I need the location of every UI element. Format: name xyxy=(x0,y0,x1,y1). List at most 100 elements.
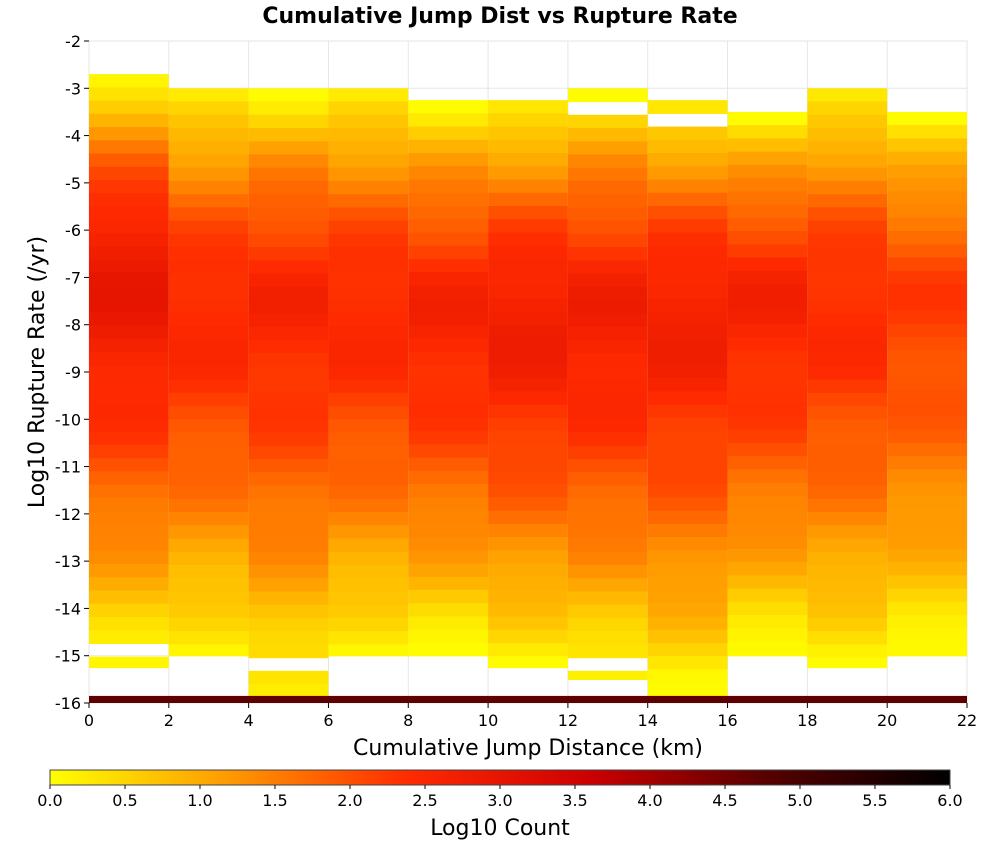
heatmap-cell xyxy=(89,193,169,208)
heatmap-cell xyxy=(807,88,888,103)
heatmap-cell xyxy=(727,125,808,140)
heatmap-cell xyxy=(488,510,568,525)
heatmap-cell xyxy=(807,339,888,354)
heatmap-cell xyxy=(89,140,169,155)
heatmap-cell xyxy=(807,207,888,222)
heatmap-cell xyxy=(567,617,648,632)
heatmap-cell xyxy=(727,151,808,166)
colorbar-tick-label: 4.0 xyxy=(637,791,662,810)
heatmap-cell xyxy=(168,432,249,447)
heatmap-cell xyxy=(647,510,728,525)
heatmap-cell xyxy=(647,656,728,671)
heatmap-cell xyxy=(887,310,967,325)
heatmap-cell xyxy=(727,204,808,219)
heatmap-cell xyxy=(887,270,967,285)
heatmap-cell xyxy=(488,206,568,220)
heatmap-cell xyxy=(727,469,808,484)
heatmap-cell xyxy=(168,551,249,566)
heatmap-cell xyxy=(567,366,648,381)
heatmap-cell xyxy=(408,166,489,181)
heatmap-cell xyxy=(807,379,888,394)
heatmap-cell xyxy=(89,497,169,512)
y-tick-label: -12 xyxy=(55,505,81,524)
heatmap-cell xyxy=(488,378,568,392)
heatmap-cell xyxy=(89,484,169,499)
heatmap-cell xyxy=(647,404,728,419)
heatmap-cell xyxy=(887,429,967,444)
heatmap-cell xyxy=(488,656,568,669)
heatmap-cell xyxy=(647,576,728,591)
heatmap-cell xyxy=(248,684,329,697)
heatmap-cell xyxy=(567,353,648,367)
heatmap-cell xyxy=(807,459,888,473)
heatmap-cell xyxy=(89,656,169,669)
heatmap-cell xyxy=(567,445,648,460)
heatmap-cell xyxy=(567,233,648,248)
heatmap-cell xyxy=(248,128,329,142)
heatmap-cell xyxy=(248,220,329,235)
colorbar-tick-label: 2.5 xyxy=(412,791,437,810)
heatmap-cell xyxy=(408,311,489,326)
heatmap-cell xyxy=(647,258,728,273)
heatmap-cell xyxy=(168,564,249,579)
heatmap-cell xyxy=(887,442,967,457)
y-tick-label: -6 xyxy=(65,221,81,240)
heatmap-cell xyxy=(567,220,648,235)
heatmap-cell xyxy=(89,524,169,539)
colorbar-tick-label: 4.5 xyxy=(712,791,737,810)
heatmap-cell xyxy=(408,232,489,247)
colorbar-tick-label: 5.0 xyxy=(787,791,812,810)
heatmap-cell xyxy=(89,630,169,645)
heatmap-cell xyxy=(488,642,568,657)
heatmap-cell xyxy=(727,429,808,444)
x-tick-label: 18 xyxy=(797,711,817,730)
heatmap-cell xyxy=(807,260,888,275)
heatmap-cell xyxy=(727,350,808,365)
x-tick-label: 20 xyxy=(877,711,897,730)
heatmap-cell xyxy=(408,550,489,565)
heatmap-cell xyxy=(89,563,169,578)
heatmap-cell xyxy=(408,139,489,154)
heatmap-cell xyxy=(647,298,728,313)
heatmap-cell xyxy=(647,166,728,181)
heatmap-cell xyxy=(807,498,888,513)
heatmap-cell xyxy=(567,498,648,513)
heatmap-cell xyxy=(328,617,409,632)
heatmap-cell xyxy=(727,601,808,616)
heatmap-cell xyxy=(887,125,967,140)
heatmap-cell xyxy=(248,591,329,606)
heatmap-cell xyxy=(807,114,888,129)
heatmap-cell xyxy=(488,232,568,247)
heatmap-cell xyxy=(567,300,648,314)
heatmap-cell xyxy=(89,232,169,247)
heatmap-cell xyxy=(887,111,967,126)
heatmap-cell xyxy=(887,337,967,351)
heatmap-cell xyxy=(488,391,568,406)
heatmap-cell xyxy=(647,417,728,432)
heatmap-cell xyxy=(168,128,249,142)
heatmap-cell xyxy=(248,670,329,685)
heatmap-cell xyxy=(567,392,648,407)
heatmap-cell xyxy=(168,141,249,156)
heatmap-cell xyxy=(408,338,489,353)
heatmap-cell xyxy=(807,353,888,367)
heatmap-cell xyxy=(168,286,249,301)
heatmap-cell xyxy=(89,418,169,433)
heatmap-cell xyxy=(807,578,888,593)
heatmap-cell xyxy=(807,154,888,169)
heatmap-cell xyxy=(488,272,568,287)
heatmap-cell xyxy=(567,406,648,420)
heatmap-cell xyxy=(248,379,329,394)
heatmap-cell xyxy=(807,286,888,301)
x-tick-label: 16 xyxy=(717,711,737,730)
heatmap-cell xyxy=(248,578,329,593)
heatmap-cell xyxy=(488,417,568,432)
heatmap-cell xyxy=(248,564,329,579)
colorbar-tick-label: 6.0 xyxy=(937,791,962,810)
heatmap-cell xyxy=(807,366,888,381)
heatmap-cell xyxy=(727,389,808,404)
heatmap-cell xyxy=(168,273,249,288)
heatmap-cell xyxy=(887,588,967,603)
heatmap-cell xyxy=(647,325,728,340)
heatmap-cell xyxy=(647,484,728,498)
